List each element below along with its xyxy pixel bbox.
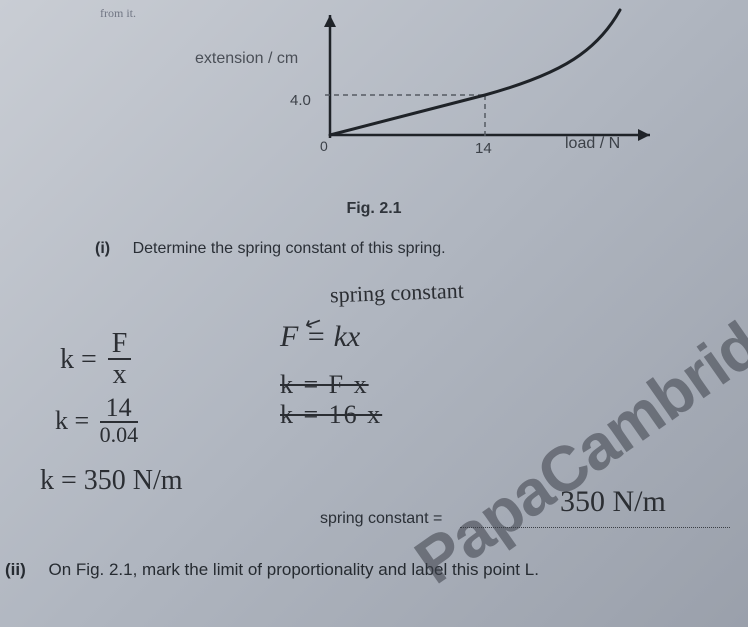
y-axis-label: extension / cm (195, 50, 298, 68)
handwritten-work-2: k = 14 0.04 (55, 395, 138, 447)
figure-caption: Fig. 2.1 (0, 200, 748, 218)
question-ii: (ii) On Fig. 2.1, mark the limit of prop… (5, 560, 539, 580)
handwritten-scratch-1: k = F x (280, 370, 369, 400)
y-tick-value: 4.0 (290, 92, 311, 109)
exam-page: from it. extension / cm 4.0 0 14 load / … (0, 0, 748, 627)
work1-den: x (108, 360, 132, 391)
work2-den: 0.04 (100, 423, 139, 447)
question-ii-number: (ii) (5, 560, 26, 579)
work2-lhs: k = (55, 406, 89, 436)
work1-lhs: k = (60, 344, 97, 376)
watermark: PapaCambridge (402, 266, 748, 599)
handwritten-answer: 350 N/m (560, 485, 666, 519)
handwritten-scratch-2: k = 16 x (280, 400, 382, 430)
handwritten-work-3: k = 350 N/m (40, 465, 183, 497)
x-tick-value: 14 (475, 140, 492, 157)
spring-graph (300, 10, 680, 190)
question-i-number: (i) (95, 240, 110, 257)
handwritten-work-1: k = F x (60, 330, 131, 391)
work1-num: F (108, 330, 132, 360)
answer-line (460, 527, 730, 528)
answer-label: spring constant = (320, 510, 442, 528)
question-ii-text: On Fig. 2.1, mark the limit of proportio… (49, 560, 539, 579)
question-i-text: Determine the spring constant of this sp… (133, 240, 446, 257)
origin-label: 0 (320, 138, 328, 154)
question-i: (i) Determine the spring constant of thi… (95, 240, 446, 258)
header-fragment: from it. (100, 6, 136, 21)
handwritten-equation: F = kx (280, 320, 360, 354)
x-axis-label: load / N (565, 135, 620, 153)
handwritten-annotation: spring constant (330, 278, 465, 309)
work2-num: 14 (100, 395, 139, 423)
